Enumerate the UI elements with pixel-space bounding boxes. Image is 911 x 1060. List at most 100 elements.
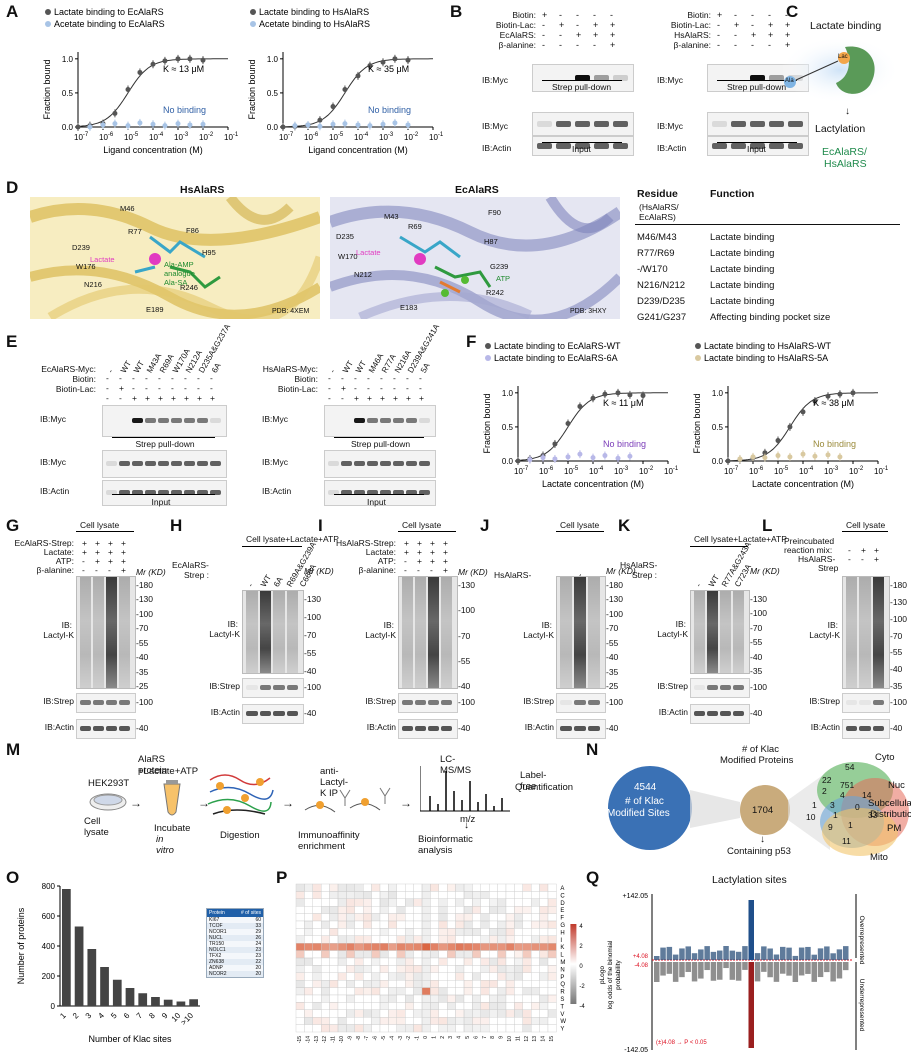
heat-cell — [505, 935, 515, 944]
gl-marker: -55 — [458, 655, 471, 666]
d-hs-residue: Ala-SA — [164, 278, 188, 287]
b-band — [750, 143, 765, 149]
data-point — [150, 121, 156, 127]
heat-cell — [463, 987, 473, 996]
heat-cell — [404, 898, 414, 907]
heat-cell — [430, 994, 439, 1003]
gl-lane — [273, 591, 285, 673]
heat-cell — [312, 935, 322, 944]
e-input-label: Input — [151, 497, 171, 507]
heat-cell — [539, 883, 549, 892]
heat-cell — [472, 994, 481, 1003]
data-point — [762, 450, 768, 456]
heat-cell — [488, 913, 498, 922]
heat-cell — [362, 950, 372, 959]
x-tick-label: 2 — [71, 1011, 81, 1021]
gl-lane — [574, 577, 586, 688]
e-band — [406, 490, 417, 495]
o-table-sites: 26 — [255, 935, 261, 941]
e-sign: - — [171, 373, 174, 383]
heat-cell — [463, 928, 473, 937]
e-sign: + — [380, 393, 385, 403]
e-blot-label: IB:Actin — [262, 486, 292, 496]
heat-cell — [446, 950, 456, 959]
gl-small-marker: -40 — [304, 708, 317, 718]
gl-band — [286, 685, 298, 690]
legend-label-1: Lactate binding to HsAlaRS — [259, 7, 369, 17]
heat-cell — [539, 957, 549, 966]
heat-cell — [438, 979, 448, 988]
e-band — [354, 418, 365, 423]
heat-cell — [446, 979, 456, 988]
heat-cell — [337, 913, 347, 922]
heat-cell — [539, 972, 549, 981]
heat-cell — [413, 1002, 423, 1011]
legend-marker-2 — [45, 21, 51, 27]
gl-small-marker: -100 — [606, 697, 624, 707]
heat-cell — [497, 920, 507, 929]
legend-label-2: Lactate binding to EcAlaRS-6A — [494, 353, 618, 363]
gl-marker: -55 — [304, 648, 317, 658]
n-prot-count: 1704 — [752, 805, 774, 816]
data-point — [380, 121, 386, 127]
c-title: Lactate binding — [810, 20, 882, 32]
heat-cell — [455, 898, 465, 907]
heat-cell — [497, 987, 507, 996]
gl-marker: -130 — [458, 580, 476, 590]
p-pos-label: -3 — [398, 1036, 404, 1041]
e-sign: - — [341, 373, 344, 383]
heat-cell — [329, 891, 339, 899]
heat-cell — [488, 987, 498, 996]
b-sign: + — [785, 20, 791, 30]
heat-cell — [430, 987, 439, 996]
heat-cell — [379, 906, 389, 914]
gl-col-label: - — [246, 581, 256, 589]
e-band — [184, 461, 195, 466]
gl-small-marker: -100 — [750, 682, 768, 692]
heat-cell — [430, 979, 439, 988]
heat-cell — [497, 883, 507, 892]
gl-marker: -130 — [890, 596, 908, 607]
no-binding-label: No binding — [813, 439, 856, 449]
panel-label-E: E — [6, 332, 18, 351]
heat-cell — [362, 898, 372, 907]
d-ec-residue: N212 — [354, 270, 372, 279]
e-sign: - — [184, 373, 187, 383]
data-point — [405, 122, 411, 128]
heat-cell — [388, 928, 398, 937]
fit-curve — [77, 58, 228, 127]
d-table-function: Lactate binding — [710, 248, 775, 259]
b-sign: + — [542, 10, 548, 20]
heat-cell — [497, 942, 507, 951]
heat-cell — [480, 1024, 490, 1033]
e-sign: + — [367, 393, 372, 403]
d-table-h1: Residue — [637, 188, 678, 200]
d-table-residue: M46/M43 — [637, 232, 677, 243]
heat-cell — [388, 965, 398, 974]
gl-sign: - — [95, 565, 98, 575]
heat-cell — [530, 987, 540, 996]
data-point — [187, 122, 193, 128]
heat-cell — [329, 965, 339, 974]
heat-cell — [472, 1009, 481, 1018]
gl-small-label: IB:Actin — [44, 722, 74, 732]
heat-cell — [497, 1009, 507, 1018]
b-band — [731, 143, 746, 149]
q-foot: (±)4.08 → P < 0.05 — [656, 1040, 707, 1046]
panel-label-Q: Q — [586, 868, 600, 887]
bar — [62, 889, 71, 1006]
b-pd-label: Strep pull-down — [552, 82, 612, 92]
heat-cell — [547, 957, 557, 966]
data-point — [137, 120, 143, 126]
heat-cell — [396, 1002, 406, 1011]
heat-cell — [346, 935, 356, 944]
heat-cell — [472, 1016, 481, 1025]
heat-cell — [388, 972, 398, 981]
q-logo-under — [679, 962, 685, 978]
b-band — [788, 143, 803, 149]
heat-cell — [539, 898, 549, 907]
o-table-protein: NCOR1 — [209, 929, 227, 935]
heat-cell — [354, 972, 364, 981]
heat-cell — [321, 1024, 330, 1033]
